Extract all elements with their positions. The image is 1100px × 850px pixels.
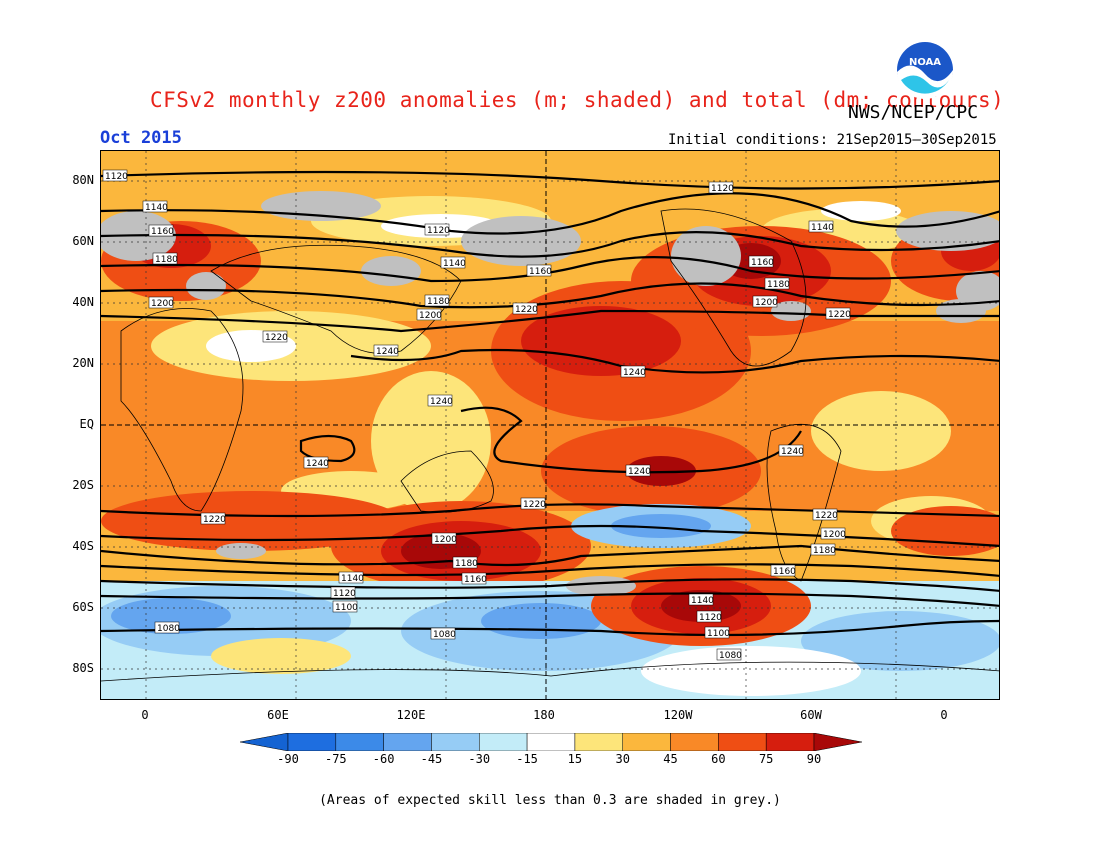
lat-label: 60S bbox=[72, 600, 94, 614]
lon-label: 60W bbox=[800, 708, 822, 722]
contour-label: 1180 bbox=[155, 255, 178, 265]
colorbar-bin bbox=[622, 732, 671, 752]
contour-label: 1240 bbox=[623, 368, 646, 378]
lat-label: 40S bbox=[72, 539, 94, 553]
contour-label: 1100 bbox=[335, 603, 358, 613]
anomaly-map: 1120 1140 1160 1180 1200 1220 1240 1240 … bbox=[100, 150, 1000, 700]
colorbar-bin bbox=[431, 732, 480, 752]
contour-label: 1120 bbox=[711, 184, 734, 194]
contour-label: 1080 bbox=[719, 651, 742, 661]
colorbar-bin bbox=[479, 732, 528, 752]
contour-label: 1220 bbox=[203, 515, 226, 525]
contour-label: 1160 bbox=[464, 575, 487, 585]
forecast-month: Oct 2015 bbox=[100, 128, 182, 148]
contour-label: 1080 bbox=[433, 630, 456, 640]
colorbar-bin bbox=[765, 732, 815, 752]
contour-label: 1220 bbox=[265, 333, 288, 343]
lon-label: 120W bbox=[663, 708, 693, 722]
contour-label: 1120 bbox=[333, 589, 356, 599]
colorbar-tick-label: -30 bbox=[468, 752, 491, 766]
contour-label: 1240 bbox=[376, 347, 399, 357]
lon-label: 120E bbox=[396, 708, 426, 722]
contour-label: 1140 bbox=[443, 259, 466, 269]
contour-label: 1120 bbox=[105, 172, 128, 182]
colorbar-bin bbox=[574, 732, 623, 752]
colorbar-tick-label: -45 bbox=[420, 752, 443, 766]
contour-label: 1200 bbox=[823, 530, 846, 540]
colorbar-tick-label: -60 bbox=[372, 752, 395, 766]
colorbar-tick-label: -75 bbox=[324, 752, 347, 766]
contour-label: 1220 bbox=[828, 310, 851, 320]
lon-label: 180 bbox=[533, 708, 555, 722]
contour-label: 1160 bbox=[529, 267, 552, 277]
lat-label: EQ bbox=[79, 417, 94, 431]
contour-label: 1180 bbox=[427, 297, 450, 307]
colorbar-tick-label: -15 bbox=[516, 752, 538, 766]
contour-label: 1160 bbox=[773, 567, 796, 577]
colorbar-bin bbox=[335, 732, 384, 752]
lat-label: 80S bbox=[72, 661, 94, 675]
lat-label: 40N bbox=[72, 295, 94, 309]
contour-label: 1120 bbox=[427, 226, 450, 236]
contour-label: 1240 bbox=[781, 447, 804, 457]
colorbar-bin bbox=[287, 732, 337, 752]
contour-label: 1240 bbox=[628, 467, 651, 477]
agency-label: NWS/NCEP/CPC bbox=[848, 102, 979, 123]
colorbar-arrow-high bbox=[813, 732, 863, 752]
contour-label: 1120 bbox=[699, 613, 722, 623]
contour-label: 1180 bbox=[767, 280, 790, 290]
contour-label: 1200 bbox=[419, 311, 442, 321]
colorbar-tick-label: 75 bbox=[758, 752, 774, 766]
colorbar bbox=[239, 732, 863, 755]
lon-label: 0 bbox=[141, 708, 149, 722]
contour-label: 1240 bbox=[306, 459, 329, 469]
contour-label: 1100 bbox=[707, 629, 730, 639]
contour-label: 1140 bbox=[341, 574, 364, 584]
lat-label: 20S bbox=[72, 478, 94, 492]
chart-title: CFSv2 monthly z200 anomalies (m; shaded)… bbox=[150, 88, 1005, 112]
contour-label: 1180 bbox=[813, 546, 836, 556]
colorbar-tick-label: -90 bbox=[277, 752, 299, 766]
contour-label: 1220 bbox=[815, 511, 838, 521]
contour-label: 1140 bbox=[145, 203, 168, 213]
contour-label: 1200 bbox=[434, 535, 457, 545]
contour-label: 1180 bbox=[455, 559, 478, 569]
contour-label: 1160 bbox=[751, 258, 774, 268]
logo-text: NOAA bbox=[909, 57, 941, 68]
skill-note: (Areas of expected skill less than 0.3 a… bbox=[319, 793, 781, 808]
colorbar-tick-label: 30 bbox=[615, 752, 630, 766]
contour-label: 1240 bbox=[430, 397, 453, 407]
contour-label: 1220 bbox=[523, 500, 546, 510]
contour-label: 1140 bbox=[811, 223, 834, 233]
colorbar-tick-label: 60 bbox=[711, 752, 726, 766]
colorbar-bin bbox=[670, 732, 719, 752]
noaa-logo: NOAA bbox=[895, 40, 955, 100]
colorbar-tick-label: 15 bbox=[567, 752, 583, 766]
contour-label: 1200 bbox=[151, 299, 174, 309]
contour-label: 1080 bbox=[157, 624, 180, 634]
colorbar-tick-label: 90 bbox=[806, 752, 822, 766]
lon-label: 60E bbox=[267, 708, 289, 722]
lat-label: 60N bbox=[72, 234, 94, 248]
colorbar-tick-label: 45 bbox=[663, 752, 678, 766]
lat-label: 20N bbox=[72, 356, 94, 370]
contour-label: 1220 bbox=[515, 305, 538, 315]
contour-label: 1140 bbox=[691, 596, 714, 606]
lon-label: 0 bbox=[940, 708, 948, 722]
colorbar-bin bbox=[718, 732, 767, 752]
contour-label: 1160 bbox=[151, 227, 174, 237]
contour-label: 1200 bbox=[755, 298, 778, 308]
colorbar-arrow-low bbox=[239, 732, 289, 752]
colorbar-bin bbox=[383, 732, 432, 752]
colorbar-bin bbox=[526, 732, 576, 752]
initial-conditions: Initial conditions: 21Sep2015—30Sep2015 bbox=[668, 132, 997, 148]
lat-label: 80N bbox=[72, 173, 94, 187]
